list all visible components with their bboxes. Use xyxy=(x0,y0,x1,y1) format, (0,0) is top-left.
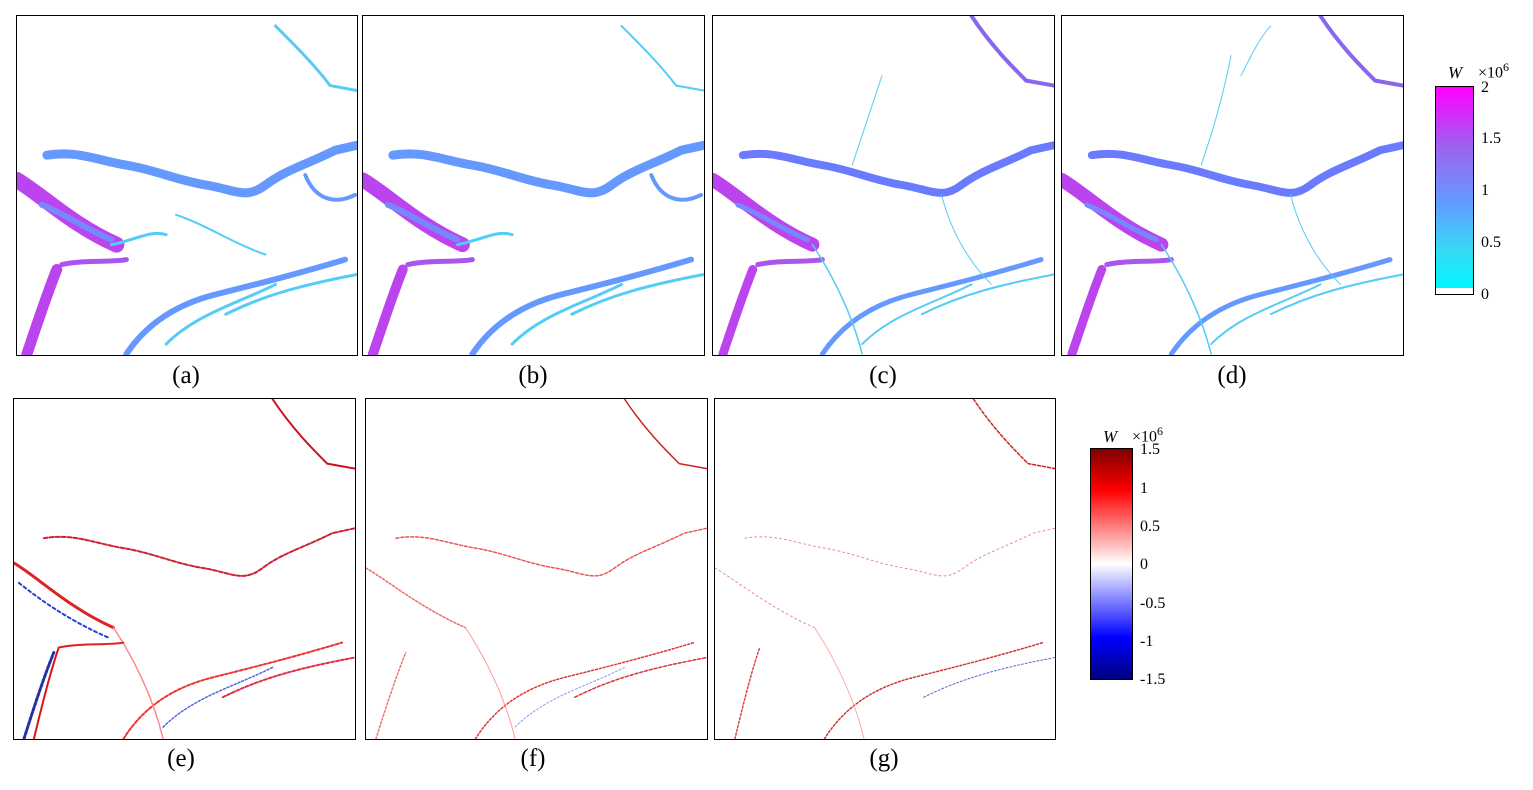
panel-b-label: (b) xyxy=(518,362,548,389)
colorbar-bottom-tick: 0.5 xyxy=(1140,518,1160,535)
colorbar-bottom-tick: -1 xyxy=(1140,633,1154,650)
panel-a-label: (a) xyxy=(172,362,200,389)
panel-f-label: (f) xyxy=(520,745,546,772)
map-c xyxy=(713,16,1054,355)
colorbar-top-tick: 2 xyxy=(1481,79,1489,96)
colorbar-bottom-tick: -1.5 xyxy=(1140,671,1166,688)
colorbar-top-tick: 1 xyxy=(1481,182,1489,199)
map-a xyxy=(17,24,357,355)
colorbar-bottom-tick: -0.5 xyxy=(1140,595,1166,612)
colorbar-bottom xyxy=(1090,448,1133,680)
panel-f xyxy=(365,398,708,740)
panel-b xyxy=(362,15,705,356)
panel-c xyxy=(712,15,1055,356)
map-b xyxy=(363,24,704,355)
colorbar-bottom-scale: ×106 xyxy=(1132,424,1164,446)
panel-d-label: (d) xyxy=(1217,362,1247,389)
map-f xyxy=(366,399,707,739)
colorbar-bottom-tick: 0 xyxy=(1140,556,1148,573)
colorbar-top-tick: 0 xyxy=(1481,286,1489,303)
colorbar-bottom-symbol: W xyxy=(1103,427,1118,446)
colorbar-top-scale: ×106 xyxy=(1478,60,1510,82)
panel-d xyxy=(1061,15,1404,356)
colorbar-bottom-tick: 1 xyxy=(1140,480,1148,497)
panel-e-label: (e) xyxy=(167,745,195,772)
map-d xyxy=(1062,16,1403,355)
panel-c-label: (c) xyxy=(869,362,897,389)
map-g xyxy=(715,399,1055,739)
colorbar-top xyxy=(1435,86,1474,295)
colorbar-top-symbol: W xyxy=(1448,63,1463,82)
colorbar-top-tick: 1.5 xyxy=(1481,130,1501,147)
panel-a xyxy=(16,15,358,356)
map-e xyxy=(14,399,355,739)
colorbar-bottom-tick: 1.5 xyxy=(1140,441,1160,458)
panel-e xyxy=(13,398,356,740)
panel-g-label: (g) xyxy=(869,745,899,772)
colorbar-top-tick: 0.5 xyxy=(1481,234,1501,251)
panel-g xyxy=(714,398,1056,740)
